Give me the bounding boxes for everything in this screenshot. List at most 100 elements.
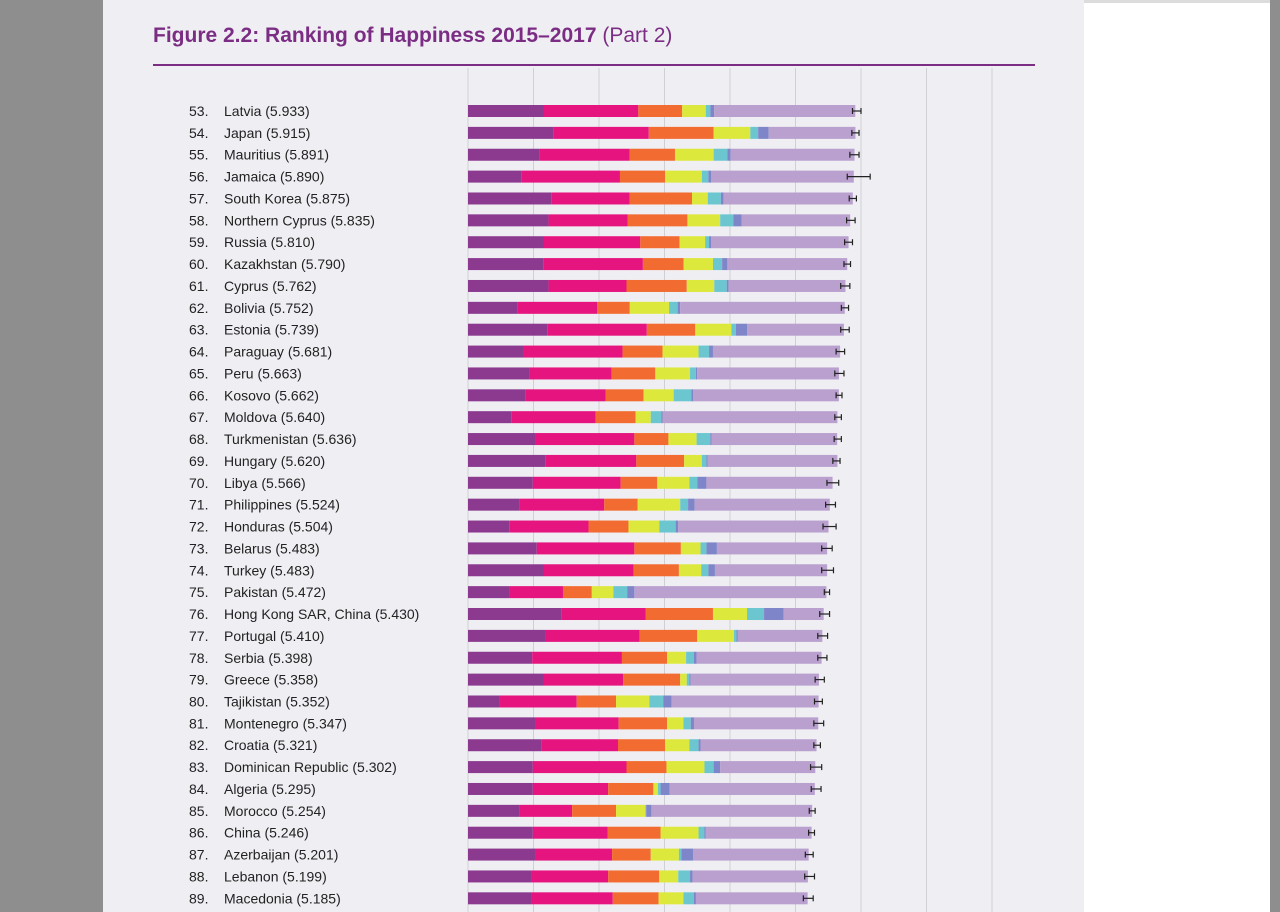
bar-segment (468, 651, 533, 664)
bar-row (468, 695, 819, 708)
country-label: Macedonia (5.185) (224, 890, 341, 906)
error-bar (822, 523, 837, 530)
bar-segment (693, 848, 809, 861)
error-bar (821, 545, 833, 552)
bar-segment (697, 476, 707, 489)
bar-segment (720, 761, 816, 774)
bar-row (468, 629, 823, 642)
rank-label: 55. (189, 147, 208, 163)
error-bar (809, 764, 823, 771)
bar-segment (693, 651, 697, 664)
right-margin (1084, 0, 1270, 912)
bar-segment (680, 542, 701, 555)
bar-segment (662, 411, 838, 424)
country-label: Paraguay (5.681) (224, 344, 332, 360)
category-label: 73. Belarus (5.483) (189, 540, 320, 556)
bar-segment (747, 608, 765, 621)
bar-segment (697, 367, 839, 380)
bar-segment (736, 629, 738, 642)
bar-segment (714, 279, 727, 292)
category-label: 77. Portugal (5.410) (189, 628, 324, 644)
bar-segment (706, 454, 708, 467)
bar-segment (468, 629, 546, 642)
bar-segment (686, 673, 690, 686)
bar-segment (543, 673, 624, 686)
error-bar (804, 851, 814, 858)
bar-row (468, 236, 849, 249)
error-bar (825, 501, 837, 508)
rank-label: 59. (189, 234, 208, 250)
bar-segment (468, 695, 500, 708)
error-bar (845, 217, 856, 224)
bar-segment (698, 345, 710, 358)
country-label: Azerbaijan (5.201) (224, 847, 338, 863)
rank-label: 64. (189, 344, 208, 360)
category-label: 60. Kazakhstan (5.790) (189, 256, 345, 272)
rank-label: 53. (189, 103, 208, 119)
bar-segment (626, 761, 667, 774)
error-bar (833, 436, 842, 443)
bar-segment (678, 870, 691, 883)
rank-label: 77. (189, 628, 208, 644)
country-label: Serbia (5.398) (224, 650, 313, 666)
bar-segment (693, 717, 819, 730)
bar-segment (608, 782, 654, 795)
bar-row (468, 170, 854, 183)
rank-label: 58. (189, 212, 208, 228)
bar-segment (659, 870, 679, 883)
bar-segment (468, 870, 532, 883)
rank-label: 56. (189, 169, 208, 185)
bar-segment (608, 870, 660, 883)
bar-segment (499, 695, 577, 708)
bar-segment (704, 826, 706, 839)
bar-row (468, 892, 808, 905)
bar-segment (720, 192, 724, 205)
bar-row (468, 542, 828, 555)
bar-segment (695, 367, 698, 380)
bar-row (468, 826, 812, 839)
bar-segment (468, 411, 512, 424)
bar-segment (722, 258, 728, 271)
error-bar (814, 676, 825, 683)
bar-segment (650, 411, 662, 424)
bar-segment (617, 739, 666, 752)
bar-segment (668, 433, 697, 446)
bar-segment (710, 105, 715, 117)
bar-segment (710, 433, 712, 446)
bar-segment (674, 148, 714, 161)
bar-segment (660, 826, 699, 839)
bar-segment (562, 586, 592, 599)
error-bar (843, 261, 852, 268)
error-bars (802, 108, 871, 902)
bar-segment (519, 498, 605, 511)
bar-row (468, 323, 844, 336)
error-bar (813, 698, 823, 705)
bar-segment (646, 323, 696, 336)
bar-segment (535, 433, 635, 446)
bar-segment (682, 105, 706, 117)
bar-segment (529, 367, 612, 380)
bar-segment (607, 826, 661, 839)
right-edge (1270, 0, 1280, 912)
category-label: 65. Peru (5.663) (189, 365, 302, 381)
bar-segment (643, 389, 674, 402)
error-bar (813, 720, 825, 727)
country-label: Algeria (5.295) (224, 781, 316, 797)
bar-segment (696, 433, 711, 446)
bar-segment (666, 761, 705, 774)
bar-segment (730, 148, 855, 161)
bar-segment (468, 761, 533, 774)
bar-segment (468, 520, 510, 533)
rank-label: 60. (189, 256, 208, 272)
bar-row (468, 389, 839, 402)
bar-segment (694, 498, 830, 511)
bar-segment (687, 214, 721, 227)
happiness-ranking-chart: 53. Latvia (5.933) 54. Japan (5.915) 55. Maur… (189, 68, 993, 912)
figure-title-main: Figure 2.2: Ranking of Happiness 2015–20… (153, 24, 597, 47)
rank-label: 54. (189, 125, 208, 141)
category-label: 57. South Korea (5.875) (189, 190, 350, 206)
error-bar (848, 195, 858, 202)
rank-label: 81. (189, 715, 208, 731)
bar-segment (620, 476, 658, 489)
bar-segment (645, 608, 713, 621)
